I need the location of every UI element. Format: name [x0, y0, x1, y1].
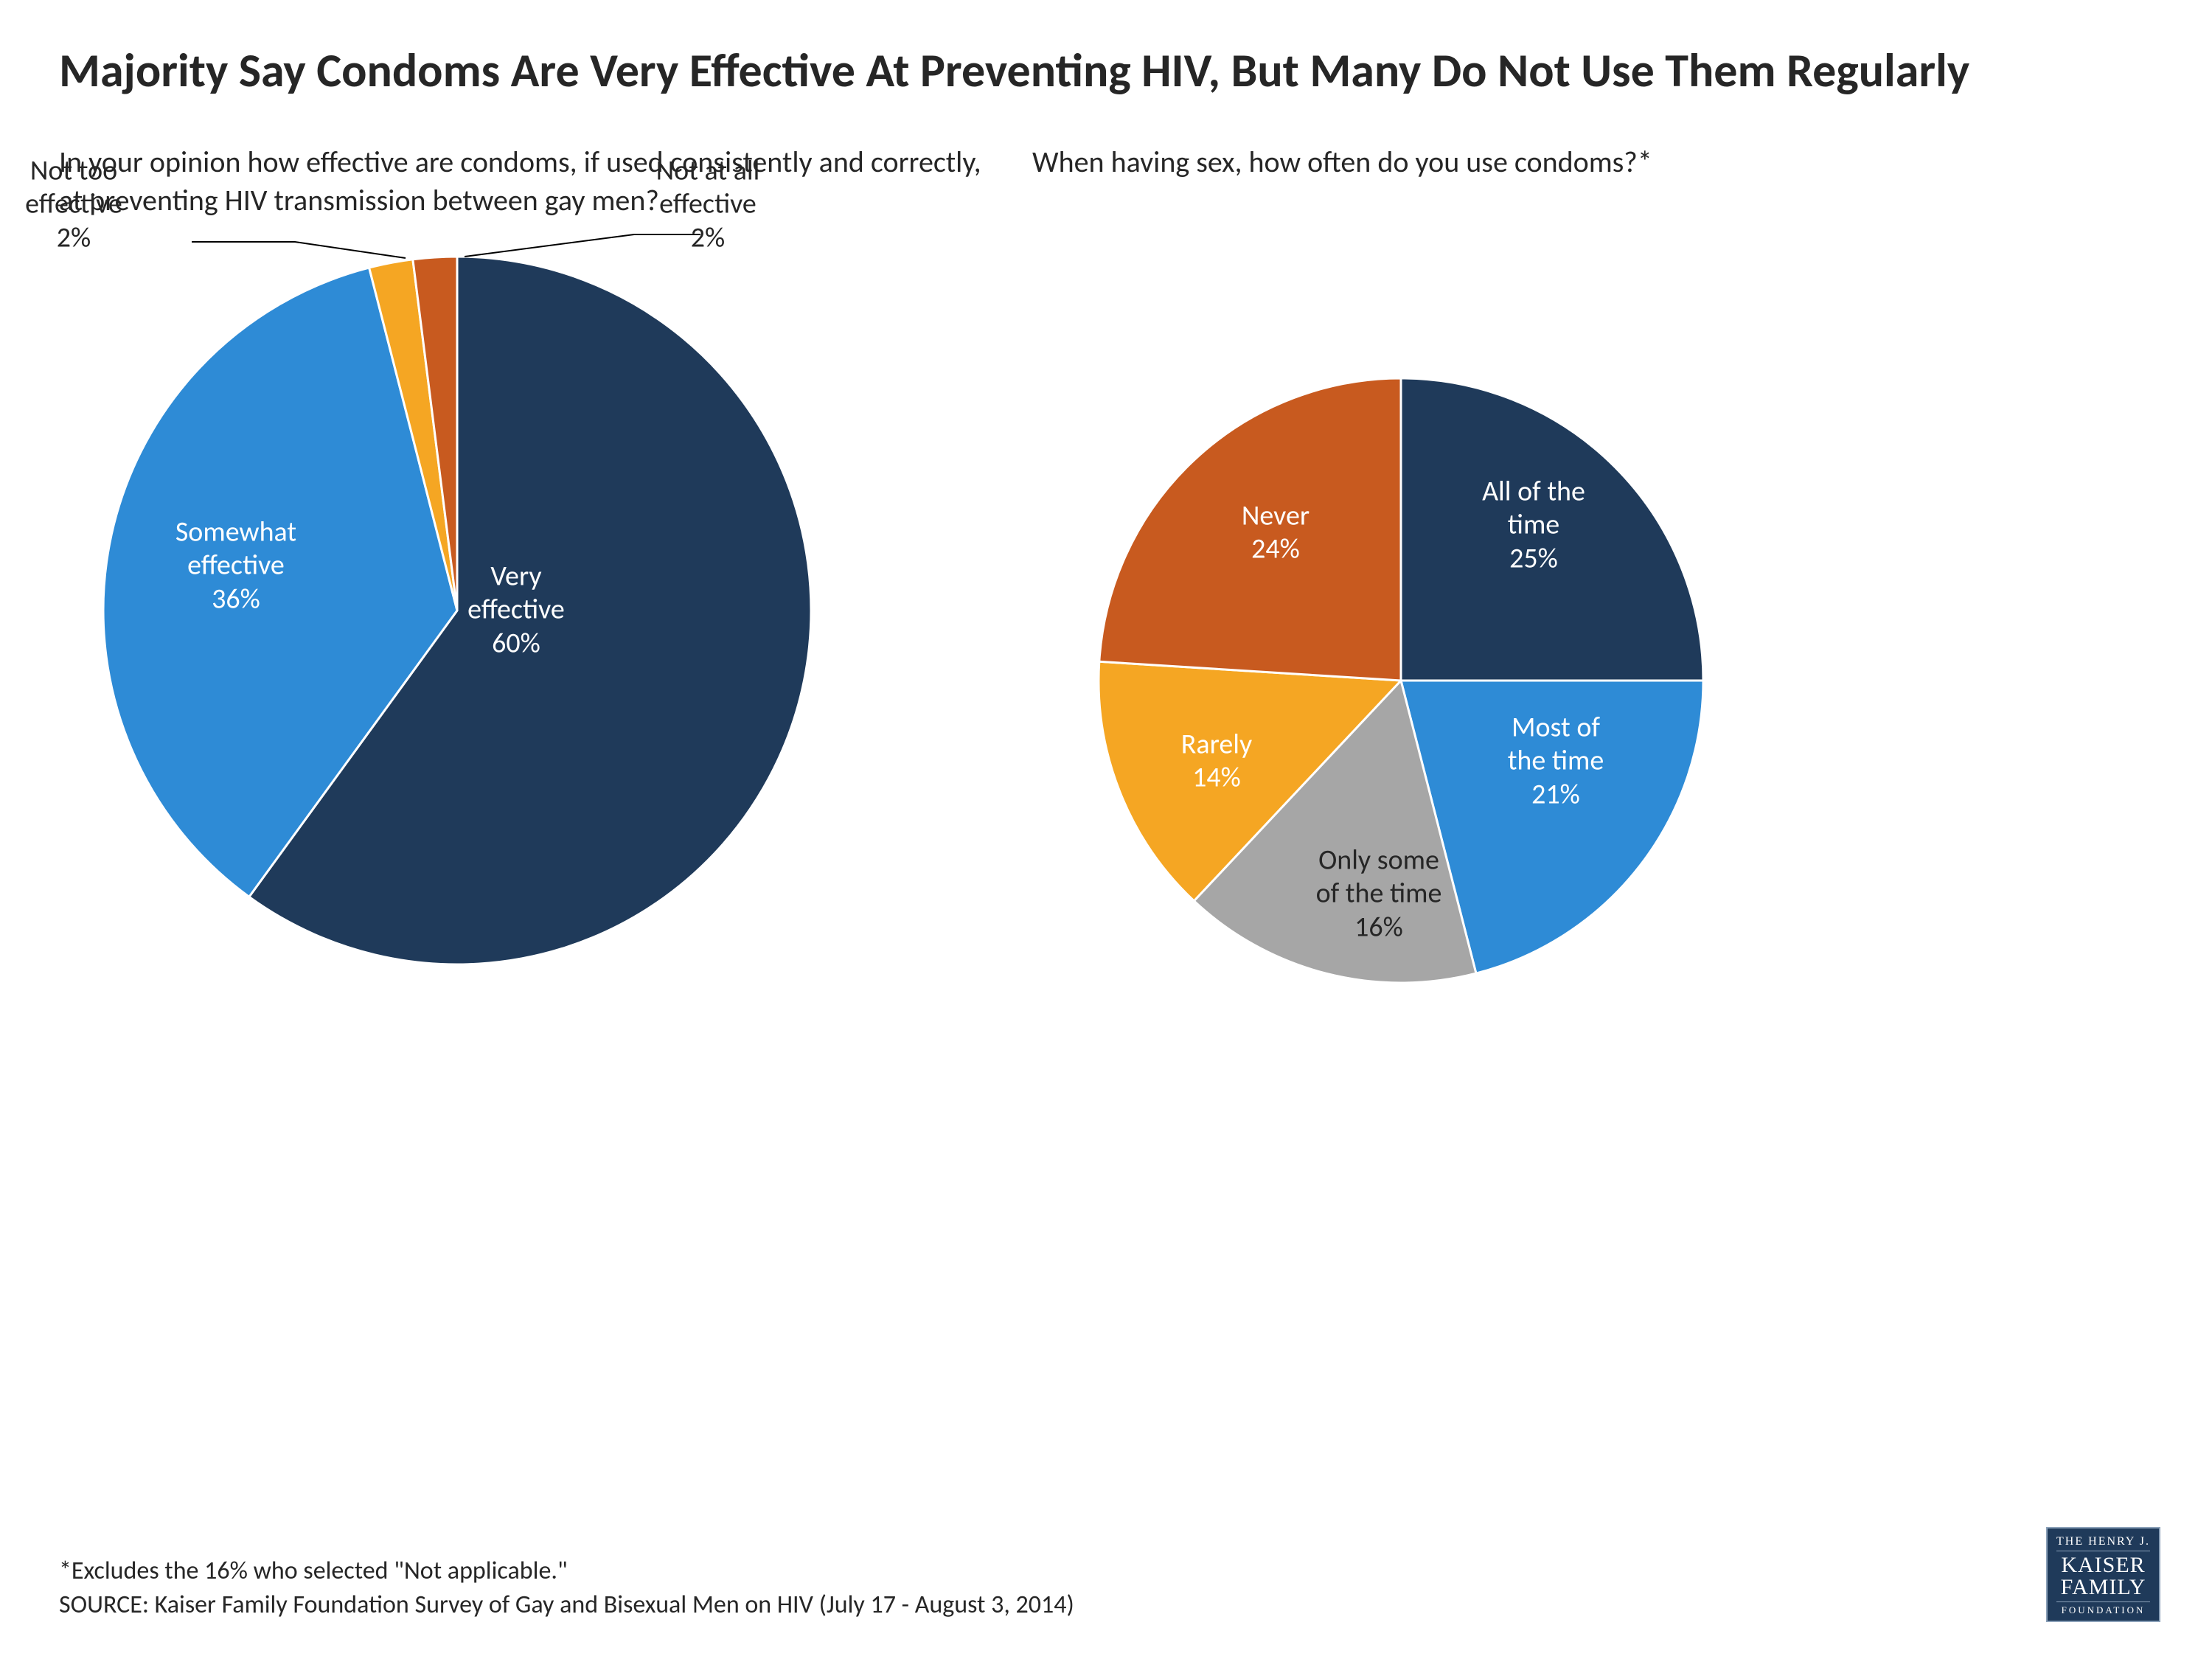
footnote-text: *Excludes the 16% who selected "Not appl… — [59, 1554, 1074, 1588]
slice-label: Rarely 14% — [1181, 728, 1252, 795]
slice-label: Very effective 60% — [467, 560, 565, 661]
pie-chart-effectiveness: Very effective 60% Somewhat effective 36%… — [44, 212, 900, 1068]
charts-row: Very effective 60% Somewhat effective 36%… — [59, 234, 2153, 1068]
kaiser-logo: THE HENRY J. KAISER FAMILY FOUNDATION — [2046, 1527, 2160, 1622]
pie-chart-usage: All of the time 25% Most of the time 21% O… — [1032, 312, 1784, 1064]
logo-top: THE HENRY J. — [2056, 1536, 2150, 1551]
slice-label: Only some of the time 16% — [1316, 844, 1442, 945]
leader-line — [192, 242, 406, 258]
left-question: In your opinion how effective are condom… — [59, 143, 988, 220]
logo-line1: KAISER — [2056, 1554, 2150, 1576]
slide-title: Majority Say Condoms Are Very Effective … — [59, 44, 2153, 99]
slice-label: Somewhat effective 36% — [175, 515, 296, 616]
footer-block: *Excludes the 16% who selected "Not appl… — [59, 1554, 1074, 1622]
slice-label: Not at all effective 2% — [656, 154, 760, 255]
right-question: When having sex, how often do you use co… — [1032, 143, 1991, 220]
slice-label: Never 24% — [1242, 499, 1310, 566]
slice-label: All of the time 25% — [1482, 475, 1585, 576]
slice-label: Most of the time 21% — [1508, 711, 1604, 812]
source-text: SOURCE: Kaiser Family Foundation Survey … — [59, 1588, 1074, 1622]
question-row: In your opinion how effective are condom… — [59, 143, 2153, 220]
slice-label: Not too effective 2% — [25, 154, 122, 255]
logo-line2: FAMILY — [2056, 1576, 2150, 1599]
logo-bottom: FOUNDATION — [2056, 1601, 2150, 1615]
